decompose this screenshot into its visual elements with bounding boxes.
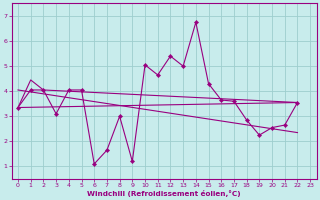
X-axis label: Windchill (Refroidissement éolien,°C): Windchill (Refroidissement éolien,°C): [87, 190, 241, 197]
